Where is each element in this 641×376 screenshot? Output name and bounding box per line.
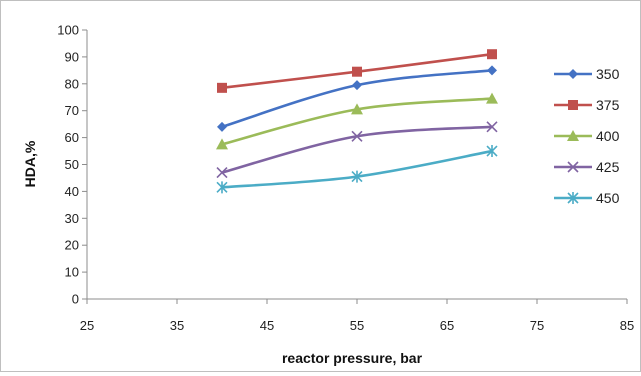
y-tick-label: 0: [72, 292, 79, 307]
legend-label-400: 400: [596, 128, 620, 144]
y-tick-label: 90: [65, 49, 79, 64]
y-tick-label: 40: [65, 184, 79, 199]
axes: 0 10 20 30 40 50 60 70 80 90 100 25 35 45 55 65 75 85: [57, 23, 634, 334]
legend: 350 375 400 425 450: [554, 66, 620, 206]
x-tick-label: 55: [350, 318, 364, 333]
data-point-375: [352, 66, 362, 77]
series-line-350: [221, 69, 493, 129]
data-point-450: [216, 181, 228, 194]
legend-marker-450: [567, 192, 579, 204]
legend-label-425: 425: [596, 159, 620, 175]
y-tick-label: 10: [65, 265, 79, 280]
data-point-425: [216, 167, 228, 179]
data-point-400: [216, 138, 228, 150]
data-point-350: [487, 65, 497, 76]
x-tick-label: 75: [530, 318, 544, 333]
data-point-400: [486, 92, 498, 104]
y-tick-label: 30: [65, 211, 79, 226]
x-tick-label: 25: [80, 318, 94, 333]
y-tick-label: 20: [65, 238, 79, 253]
legend-label-375: 375: [596, 97, 620, 113]
y-tick-label: 70: [65, 103, 79, 118]
legend-marker-350: [568, 69, 578, 79]
data-point-425: [351, 130, 363, 142]
data-point-425: [486, 121, 498, 133]
data-point-375: [487, 49, 497, 60]
legend-label-350: 350: [596, 66, 620, 82]
y-tick-label: 60: [65, 130, 79, 145]
data-point-350: [352, 80, 362, 91]
x-tick-label: 65: [440, 318, 454, 333]
legend-marker-425: [567, 161, 579, 173]
x-tick-label: 45: [260, 318, 274, 333]
legend-marker-400: [567, 130, 579, 141]
legend-label-450: 450: [596, 190, 620, 206]
y-tick-label: 80: [65, 76, 79, 91]
y-axis-title: HDA,%: [22, 140, 38, 187]
x-tick-label: 35: [170, 318, 184, 333]
data-point-375: [217, 82, 227, 93]
x-tick-label: 85: [620, 318, 634, 333]
legend-marker-375: [568, 100, 578, 110]
data-point-450: [351, 170, 363, 183]
y-tick-label: 50: [65, 157, 79, 172]
data-point-400: [351, 103, 363, 115]
y-tick-label: 100: [57, 23, 79, 38]
plot-area: [216, 49, 498, 194]
x-axis-title: reactor pressure, bar: [282, 350, 423, 366]
data-point-350: [217, 121, 227, 132]
data-point-450: [486, 145, 498, 158]
